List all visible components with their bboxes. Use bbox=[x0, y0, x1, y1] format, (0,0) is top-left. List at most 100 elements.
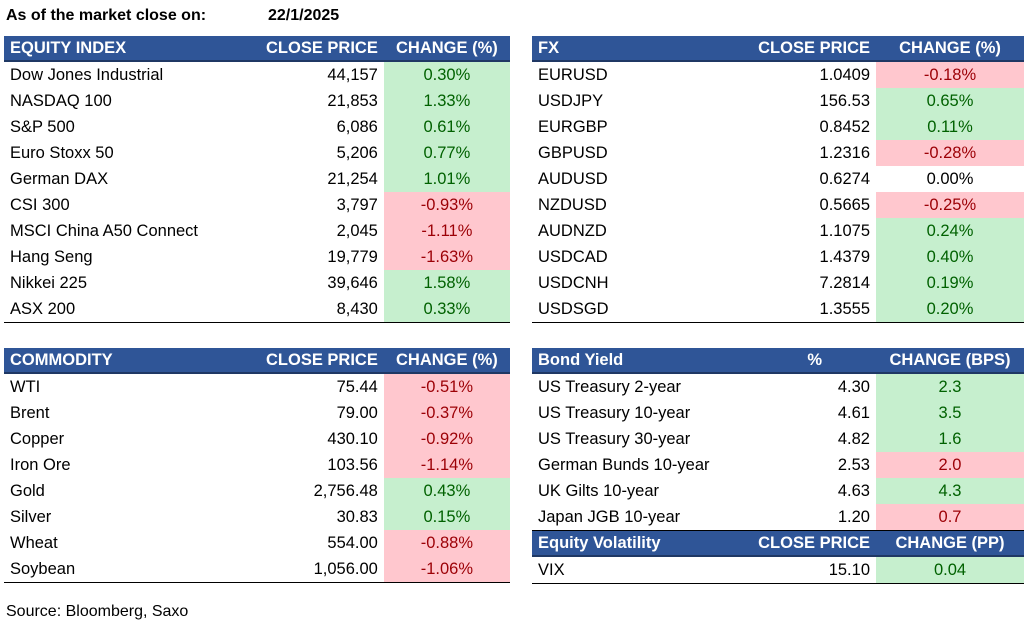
commodity-row: Wheat 554.00 -0.88% bbox=[4, 530, 510, 556]
equity-index-change: 0.77% bbox=[383, 140, 510, 166]
fx-row: AUDNZD 1.1075 0.24% bbox=[532, 218, 1024, 244]
fx-name: USDSGD bbox=[532, 296, 748, 323]
bond-yield-row: US Treasury 30-year 4.82 1.6 bbox=[532, 426, 1024, 452]
fx-header-change: CHANGE (%) bbox=[876, 36, 1024, 62]
bond-yield-panel: Bond Yield % CHANGE (BPS) US Treasury 2-… bbox=[532, 348, 1024, 584]
fx-value: 0.6274 bbox=[819, 170, 870, 188]
volatility-header-name: Equity Volatility bbox=[532, 530, 748, 557]
bond-yield-header-name: Bond Yield bbox=[532, 348, 748, 374]
commodity-change: 0.43% bbox=[383, 478, 510, 504]
equity-index-name: Nikkei 225 bbox=[10, 274, 88, 292]
equity-index-change: 0.33% bbox=[383, 296, 510, 323]
bond-yield-change: 1.6 bbox=[876, 426, 1024, 452]
commodity-row: Gold 2,756.48 0.43% bbox=[4, 478, 510, 504]
commodity-panel: COMMODITY CLOSE PRICE CHANGE (%) WTI 75.4… bbox=[4, 348, 510, 583]
volatility-row: VIX 15.10 0.04 bbox=[532, 556, 1024, 584]
bond-yield-row: German Bunds 10-year 2.53 2.0 bbox=[532, 452, 1024, 478]
equity-index-name: CSI 300 bbox=[10, 196, 70, 214]
equity-index-name: S&P 500 bbox=[10, 118, 75, 136]
equity-index-value: 44,157 bbox=[327, 66, 378, 84]
market-close-label: As of the market close on: bbox=[6, 7, 207, 24]
equity-index-value: 21,254 bbox=[327, 170, 378, 188]
commodity-name: WTI bbox=[10, 378, 41, 396]
fx-panel: FX CLOSE PRICE CHANGE (%) EURUSD 1.0409 -0… bbox=[532, 36, 1024, 323]
fx-change: -0.18% bbox=[876, 61, 1024, 88]
equity-index-value: 3,797 bbox=[336, 196, 378, 214]
commodity-change: -1.06% bbox=[383, 556, 510, 583]
equity-index-change: -0.93% bbox=[383, 192, 510, 218]
commodity-row: Silver 30.83 0.15% bbox=[4, 504, 510, 530]
equity-index-change: 1.58% bbox=[383, 270, 510, 296]
commodity-name: Gold bbox=[10, 482, 45, 500]
fx-row: USDSGD 1.3555 0.20% bbox=[532, 296, 1024, 323]
equity-index-name: Hang Seng bbox=[10, 248, 93, 266]
fx-row: USDCNH 7.2814 0.19% bbox=[532, 270, 1024, 296]
equity-index-row: Nikkei 225 39,646 1.58% bbox=[4, 270, 510, 296]
fx-change: 0.24% bbox=[876, 218, 1024, 244]
bond-yield-header-row: Bond Yield % CHANGE (BPS) bbox=[532, 348, 1024, 374]
equity-index-table: EQUITY INDEX CLOSE PRICE CHANGE (%) Dow … bbox=[4, 36, 510, 323]
equity-index-panel: EQUITY INDEX CLOSE PRICE CHANGE (%) Dow … bbox=[4, 36, 510, 323]
commodity-name: Wheat bbox=[10, 534, 58, 552]
equity-index-row: CSI 300 3,797 -0.93% bbox=[4, 192, 510, 218]
fx-row: NZDUSD 0.5665 -0.25% bbox=[532, 192, 1024, 218]
fx-value: 1.4379 bbox=[819, 248, 870, 266]
commodity-header-price: CLOSE PRICE bbox=[260, 348, 384, 374]
fx-value: 0.5665 bbox=[819, 196, 870, 214]
bond-yield-name: German Bunds 10-year bbox=[538, 456, 710, 474]
equity-index-row: S&P 500 6,086 0.61% bbox=[4, 114, 510, 140]
bond-yield-name: US Treasury 30-year bbox=[538, 430, 691, 448]
commodity-header-row: COMMODITY CLOSE PRICE CHANGE (%) bbox=[4, 348, 510, 374]
equity-index-change: 1.33% bbox=[383, 88, 510, 114]
fx-change: 0.19% bbox=[876, 270, 1024, 296]
fx-change: -0.25% bbox=[876, 192, 1024, 218]
fx-change: 0.11% bbox=[876, 114, 1024, 140]
equity-index-change: 0.61% bbox=[383, 114, 510, 140]
commodity-name: Copper bbox=[10, 430, 65, 448]
bond-yield-value: 4.61 bbox=[837, 404, 870, 422]
fx-value: 1.0409 bbox=[819, 66, 870, 84]
commodity-row: Brent 79.00 -0.37% bbox=[4, 400, 510, 426]
bond-yield-name: US Treasury 10-year bbox=[538, 404, 691, 422]
fx-name: AUDNZD bbox=[538, 222, 607, 240]
bond-yield-change: 0.7 bbox=[876, 504, 1024, 531]
bond-yield-change: 4.3 bbox=[876, 478, 1024, 504]
volatility-value: 15.10 bbox=[748, 556, 876, 584]
commodity-table: COMMODITY CLOSE PRICE CHANGE (%) WTI 75.4… bbox=[4, 348, 510, 583]
bond-yield-change: 3.5 bbox=[876, 400, 1024, 426]
commodity-value: 79.00 bbox=[336, 404, 378, 422]
equity-index-name: NASDAQ 100 bbox=[10, 92, 112, 110]
fx-change: 0.65% bbox=[876, 88, 1024, 114]
volatility-name: VIX bbox=[532, 556, 748, 584]
fx-name: USDJPY bbox=[538, 92, 604, 110]
bond-yield-value: 4.30 bbox=[837, 378, 870, 396]
equity-index-change: -1.63% bbox=[383, 244, 510, 270]
commodity-value: 1,056.00 bbox=[260, 556, 384, 583]
equity-index-body: Dow Jones Industrial 44,157 0.30% NASDAQ 10… bbox=[4, 61, 510, 323]
fx-row: EURUSD 1.0409 -0.18% bbox=[532, 61, 1024, 88]
equity-index-change: 0.30% bbox=[383, 61, 510, 88]
commodity-row: Copper 430.10 -0.92% bbox=[4, 426, 510, 452]
fx-name: EURGBP bbox=[538, 118, 608, 136]
fx-row: USDJPY 156.53 0.65% bbox=[532, 88, 1024, 114]
bond-yield-value: 4.82 bbox=[837, 430, 870, 448]
fx-name: AUDUSD bbox=[538, 170, 608, 188]
source-note: Source: Bloomberg, Saxo bbox=[6, 603, 189, 620]
fx-value: 1.3555 bbox=[748, 296, 876, 323]
volatility-body: VIX 15.10 0.04 bbox=[532, 556, 1024, 584]
volatility-header-change: CHANGE (PP) bbox=[876, 530, 1024, 557]
equity-index-value: 19,779 bbox=[327, 248, 378, 266]
commodity-value: 430.10 bbox=[327, 430, 378, 448]
commodity-row: WTI 75.44 -0.51% bbox=[4, 373, 510, 400]
equity-index-name: ASX 200 bbox=[4, 296, 260, 323]
equity-index-row: ASX 200 8,430 0.33% bbox=[4, 296, 510, 323]
equity-index-value: 39,646 bbox=[327, 274, 378, 292]
fx-table: FX CLOSE PRICE CHANGE (%) EURUSD 1.0409 -0… bbox=[532, 36, 1024, 323]
commodity-header-name: COMMODITY bbox=[4, 348, 260, 374]
equity-index-row: German DAX 21,254 1.01% bbox=[4, 166, 510, 192]
equity-index-value: 8,430 bbox=[260, 296, 384, 323]
fx-value: 156.53 bbox=[819, 92, 870, 110]
fx-row: USDCAD 1.4379 0.40% bbox=[532, 244, 1024, 270]
commodity-value: 30.83 bbox=[336, 508, 378, 526]
equity-index-name: MSCI China A50 Connect bbox=[10, 222, 199, 240]
